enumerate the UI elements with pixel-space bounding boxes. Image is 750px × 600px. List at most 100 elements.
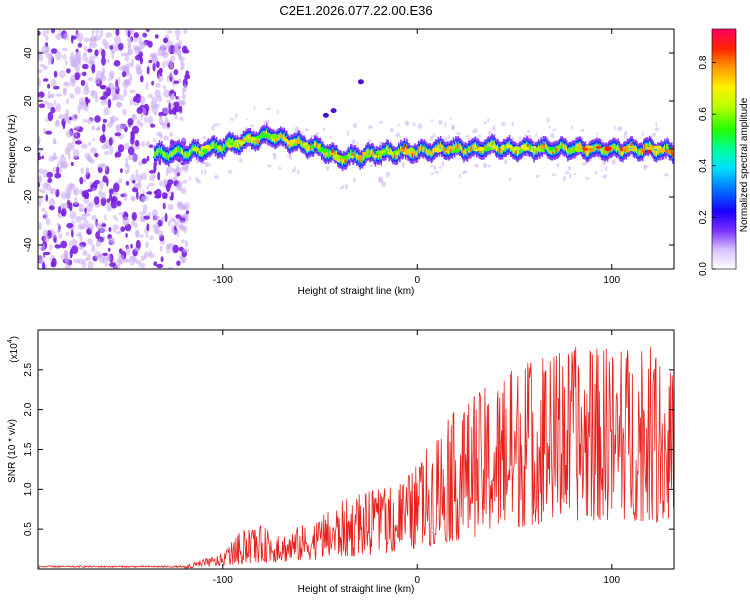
signal-cell [345,157,347,163]
signal-cell [556,147,559,153]
signal-cell [221,148,224,154]
signal-cell [164,152,167,159]
noise-blob [86,228,91,235]
noise-blob [136,190,139,200]
signal-cell [457,142,459,148]
signal-cell [439,142,442,148]
noise-blob [94,179,100,185]
signal-cell [163,151,165,157]
colorbar-tick-label: 0.8 [698,55,709,69]
signal-cell [367,148,370,154]
speckle [439,165,442,169]
noise-blob [67,183,75,189]
noise-blob [127,30,131,38]
noise-blob [75,233,82,237]
speckle [227,169,233,174]
noise-blob [104,42,110,50]
noise-blob [123,192,128,202]
signal-cell [481,148,484,154]
noise-blob [138,181,141,186]
noise-blob [38,53,44,62]
noise-blob [178,185,182,192]
signal-cell [170,151,172,157]
noise-blob [146,185,150,190]
signal-cell [169,151,171,157]
signal-cell [228,137,231,144]
noise-blob [118,254,125,265]
signal-cell [497,145,499,151]
signal-cell [612,144,615,150]
signal-cell [400,146,402,152]
signal-hotspot [246,139,251,144]
signal-cell [249,134,252,140]
noise-blob [71,113,78,122]
noise-blob [116,117,119,121]
noise-blob [138,36,143,45]
speckle [304,128,309,132]
noise-blob [157,219,163,227]
signal-hotspot [500,144,505,150]
noise-blob [38,69,43,74]
noise-blob [108,237,115,244]
y-tick-label: 2.5 [23,362,34,376]
signal-hotspot [310,145,316,149]
noise-blob [154,194,162,199]
noise-blob [75,51,82,57]
noise-blob [135,260,142,265]
speckle [447,134,451,140]
noise-blob [108,227,112,232]
signal-cell [453,145,456,151]
noise-blob [170,93,175,101]
noise-blob [48,198,56,208]
signal-hotspot [567,149,575,154]
noise-blob [60,191,68,200]
noise-blob [184,240,188,248]
speckle [651,132,656,137]
signal-cell [417,147,420,153]
signal-cell [664,145,666,151]
speckle [404,120,409,126]
signal-cell [423,145,426,151]
speckle [296,170,300,175]
noise-blob [50,79,57,88]
noise-blob [147,93,153,99]
noise-blob [144,251,150,258]
speckle [568,165,572,171]
speckle [482,162,488,169]
noise-blob [174,29,181,36]
signal-hotspot [217,145,221,150]
noise-blob [129,73,133,81]
noise-blob [109,145,114,155]
signal-hotspot [632,146,637,150]
noise-blob [185,210,189,215]
signal-cell [373,152,375,158]
speckle [580,129,585,132]
noise-blob [48,94,55,99]
signal-hotspot [399,149,407,152]
noise-blob [157,73,164,83]
signal-hotspot [394,151,399,156]
y-tick-label: 20 [23,95,34,107]
noise-blob [42,30,47,37]
noise-blob [129,255,136,259]
noise-blob [134,139,140,147]
signal-cell [316,142,318,148]
signal-cell [361,157,364,163]
noise-blob [69,202,73,212]
signal-cell [347,153,350,159]
noise-blob [64,59,68,66]
signal-cell [491,139,493,146]
noise-blob [166,74,170,83]
noise-blob [120,226,126,233]
noise-blob [118,66,125,71]
signal-hotspot [646,147,654,150]
signal-cell [428,149,430,155]
noise-blob [181,239,185,244]
signal-hotspot [585,145,592,149]
noise-blob [66,191,71,201]
noise-blob [159,245,163,252]
noise-blob [131,220,136,227]
noise-blob [91,63,96,74]
noise-blob [146,191,153,195]
